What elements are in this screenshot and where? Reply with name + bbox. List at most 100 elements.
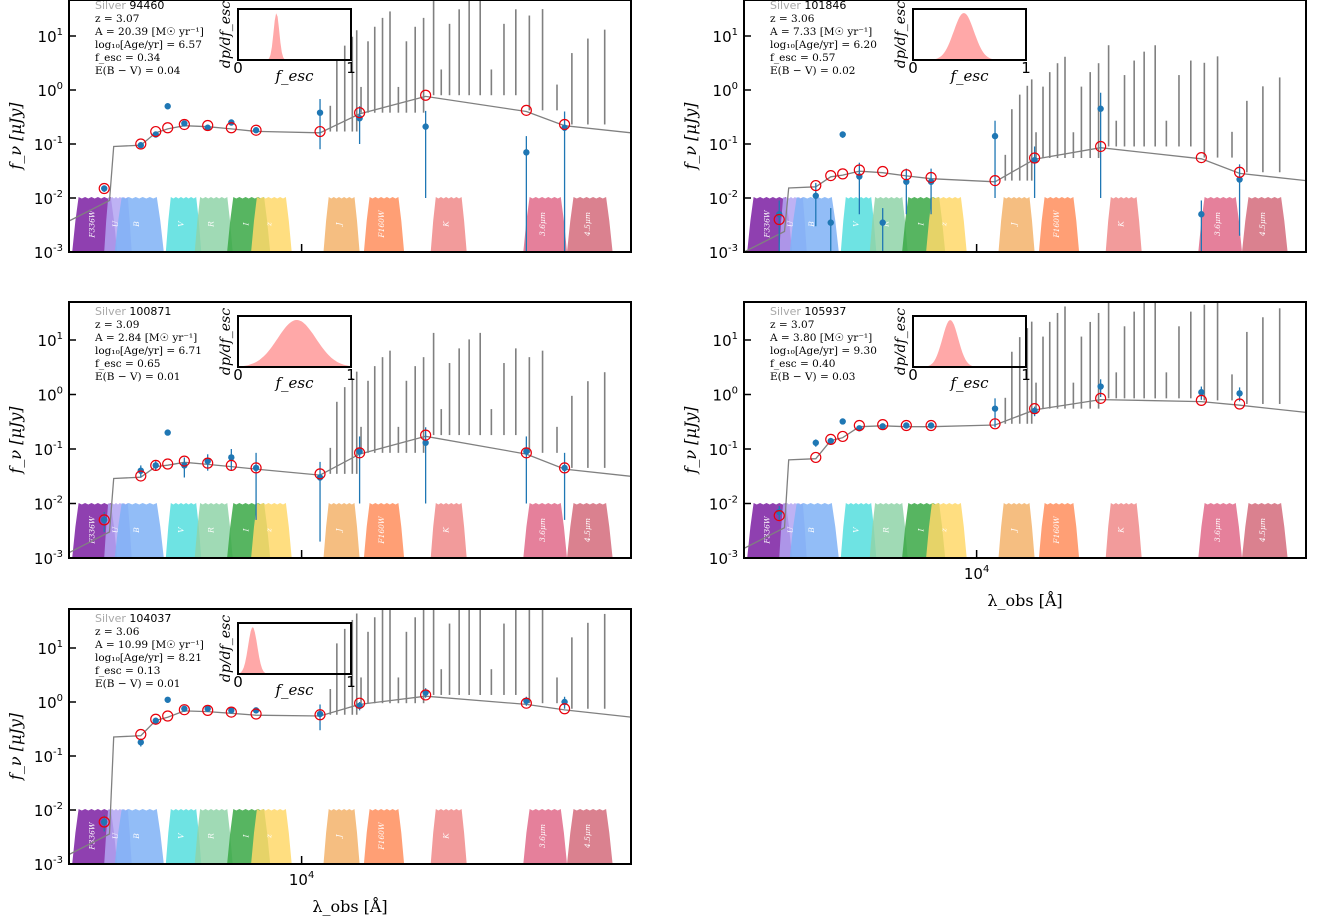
model-photometry-point bbox=[773, 509, 785, 522]
observed-point bbox=[927, 422, 935, 429]
sample-label: Silver 105937 bbox=[770, 305, 846, 318]
filter-label: B bbox=[132, 527, 141, 534]
filter-curve bbox=[869, 197, 908, 252]
filter-label: 3.6μm bbox=[1213, 212, 1222, 236]
filter-curve bbox=[363, 197, 405, 252]
filter-label: U bbox=[111, 526, 120, 533]
observed-point bbox=[422, 439, 429, 446]
filter-curve bbox=[194, 197, 233, 252]
filter-curve bbox=[114, 197, 164, 252]
observed-point bbox=[991, 405, 999, 412]
filter-label: z bbox=[264, 528, 273, 533]
observed-point bbox=[228, 454, 235, 461]
observed-point bbox=[181, 462, 188, 469]
y-axis-label: f_ν [μJy] bbox=[6, 102, 25, 171]
plot-frame bbox=[68, 301, 632, 559]
filter-curve bbox=[194, 503, 233, 558]
observed-point bbox=[152, 717, 159, 724]
filter-label: F336W bbox=[88, 209, 97, 239]
filter-curve bbox=[840, 197, 877, 252]
model-photometry-point bbox=[520, 447, 532, 459]
model-spectrum bbox=[744, 398, 1306, 549]
model-photometry-point bbox=[354, 697, 366, 709]
y-tick-label: 10-2 bbox=[709, 495, 738, 514]
filter-label: R bbox=[882, 221, 891, 228]
fesc-pdf-inset: 0 1 f_esc dp/df_esc bbox=[893, 308, 1031, 392]
model-photometry-point bbox=[150, 713, 162, 725]
pdf-fill bbox=[913, 13, 1026, 60]
emission-lines bbox=[1004, 302, 1281, 424]
info-line: f_esc = 0.65 bbox=[95, 358, 160, 370]
inset-y-label: dp/df_esc bbox=[218, 1, 234, 68]
filter-curve bbox=[165, 503, 202, 558]
model-photometry-point bbox=[225, 122, 237, 134]
x-tick-label: 104 bbox=[964, 564, 989, 583]
fesc-pdf-inset: 0 1 f_esc dp/df_esc bbox=[218, 308, 356, 392]
observed-point bbox=[316, 710, 324, 718]
filter-label: V bbox=[177, 526, 186, 533]
inset-y-label: dp/df_esc bbox=[893, 1, 909, 68]
filter-curve bbox=[165, 197, 202, 252]
inset-x-label: f_esc bbox=[949, 67, 989, 85]
y-tick-label: 10-1 bbox=[709, 135, 738, 154]
filter-label: K bbox=[1117, 527, 1126, 534]
y-tick-label: 101 bbox=[38, 27, 63, 46]
filter-label: 4.5μm bbox=[583, 518, 592, 543]
observed-point bbox=[356, 448, 363, 455]
filter-label: J bbox=[335, 222, 344, 228]
y-tick-label: 10-3 bbox=[709, 243, 738, 262]
model-photometry-point bbox=[162, 458, 174, 470]
model-photometry-point bbox=[1195, 394, 1207, 406]
observed-point bbox=[927, 178, 935, 185]
filter-curve bbox=[165, 809, 202, 864]
model-photometry-point bbox=[250, 124, 262, 136]
filter-label: V bbox=[852, 526, 861, 533]
filter-curve bbox=[567, 809, 613, 864]
filter-label: z bbox=[939, 222, 948, 227]
y-tick-label: 100 bbox=[713, 81, 738, 100]
filter-label: I bbox=[917, 527, 926, 532]
observed-point bbox=[903, 178, 910, 185]
model-photometry-point bbox=[98, 182, 110, 195]
fesc-pdf-inset: 0 1 f_esc dp/df_esc bbox=[893, 1, 1031, 85]
emission-lines bbox=[1004, 45, 1281, 181]
filter-label: K bbox=[442, 833, 451, 840]
inset-frame bbox=[912, 8, 1027, 61]
filter-label: 4.5μm bbox=[583, 212, 592, 237]
emission-lines bbox=[329, 332, 606, 474]
observed-point bbox=[1097, 383, 1104, 390]
filter-curve bbox=[926, 197, 967, 252]
model-spectrum bbox=[69, 435, 631, 554]
model-photometry-point bbox=[900, 169, 912, 181]
observed-point bbox=[164, 696, 171, 703]
filter-curve bbox=[323, 809, 360, 864]
observed-point bbox=[827, 219, 834, 226]
filter-label: 3.6μm bbox=[538, 824, 547, 848]
sample-label: Silver 94460 bbox=[95, 0, 164, 12]
observed-point bbox=[827, 437, 834, 445]
filter-curve bbox=[523, 197, 568, 252]
y-tick-label: 101 bbox=[38, 639, 63, 658]
model-photometry-point bbox=[250, 462, 262, 474]
y-axis-label: f_ν [μJy] bbox=[681, 102, 700, 171]
info-line: f_esc = 0.34 bbox=[95, 52, 161, 64]
filter-curve bbox=[1198, 197, 1243, 252]
model-photometry-point bbox=[162, 122, 174, 134]
model-photometry-point bbox=[178, 118, 190, 131]
filter-curve bbox=[1105, 197, 1142, 252]
fesc-pdf-inset: 0 1 f_esc dp/df_esc bbox=[218, 1, 356, 85]
filter-label: B bbox=[132, 833, 141, 840]
model-photometry-point bbox=[202, 704, 214, 716]
model-photometry-point bbox=[853, 164, 865, 176]
observed-point bbox=[137, 739, 144, 746]
y-tick-label: 10-3 bbox=[709, 549, 738, 568]
observed-point bbox=[776, 508, 783, 516]
observed-point bbox=[252, 464, 260, 472]
filter-curve bbox=[251, 503, 292, 558]
observed-point bbox=[164, 429, 171, 436]
model-photometry-point bbox=[1195, 151, 1207, 164]
